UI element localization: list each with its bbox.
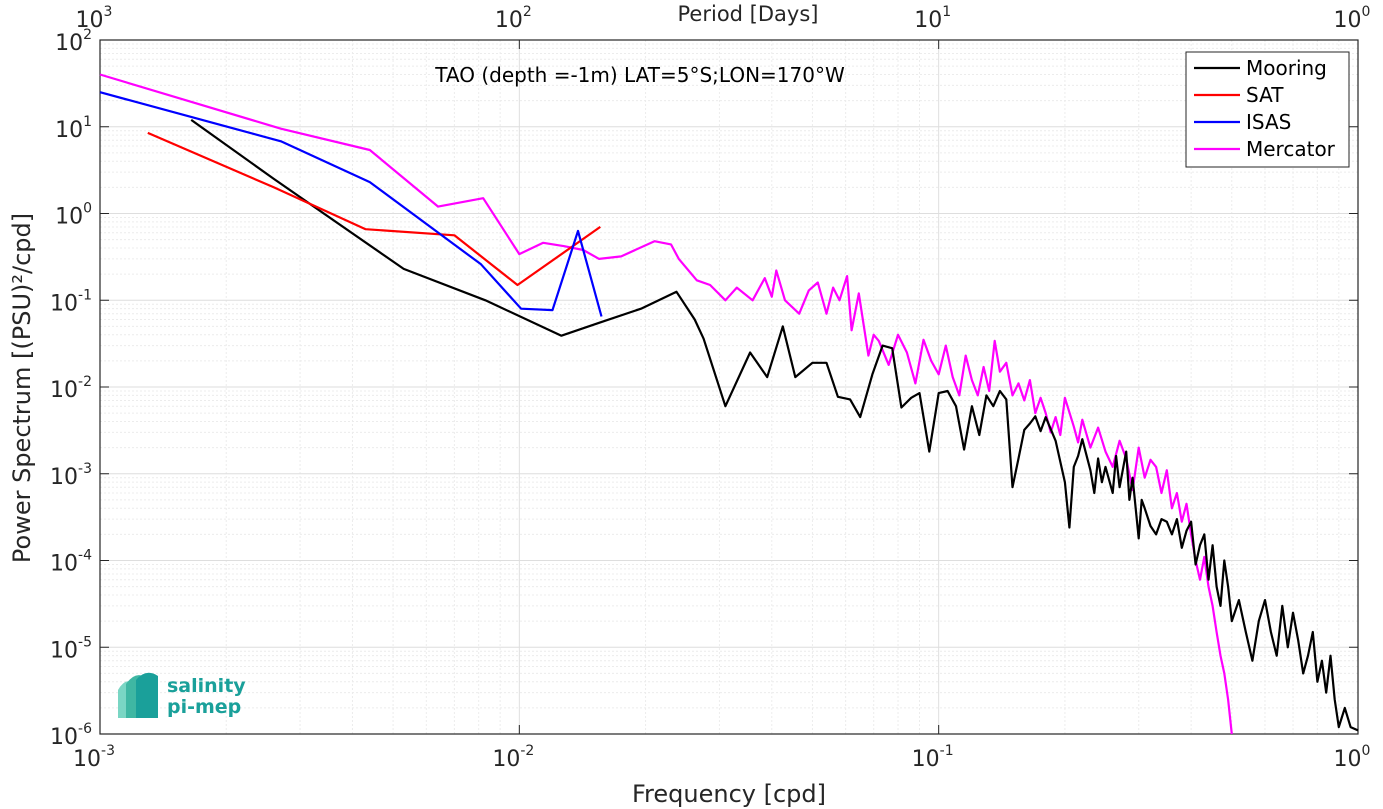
legend-box — [1185, 51, 1350, 168]
legend: Mooring SAT ISAS Mercator — [1185, 51, 1350, 168]
logo-line-2: pi-mep — [167, 696, 241, 718]
grid-lines — [99, 40, 1358, 735]
series-line-mercator — [99, 73, 1233, 735]
y-tick-label: 102 — [55, 27, 92, 56]
legend-label-sat: SAT — [1246, 83, 1284, 107]
y-axis-label: Power Spectrum [(PSU)²/cpd] — [8, 213, 36, 563]
legend-label-isas: ISAS — [1246, 110, 1291, 134]
series-line-sat — [147, 131, 601, 287]
legend-label-mercator: Mercator — [1246, 137, 1336, 161]
salinity-pi-mep-logo: salinity pi-mep — [118, 672, 246, 718]
chart-title: TAO (depth =-1m) LAT=5°S;LON=170°W — [434, 63, 845, 87]
tick-marks — [99, 39, 1359, 735]
series-line-mooring — [190, 119, 1359, 732]
logo-line-1: salinity — [167, 675, 246, 697]
y-tick-label: 10-5 — [50, 634, 92, 663]
series-layer — [99, 73, 1359, 735]
top-axis-label: Period [Days] — [678, 2, 819, 26]
x-axis-label: Frequency [cpd] — [632, 780, 826, 808]
legend-label-mooring: Mooring — [1246, 56, 1327, 80]
x-tick-label: 100 — [1334, 743, 1371, 772]
series-line-isas — [99, 91, 603, 317]
wave-logo-icon — [118, 672, 158, 718]
